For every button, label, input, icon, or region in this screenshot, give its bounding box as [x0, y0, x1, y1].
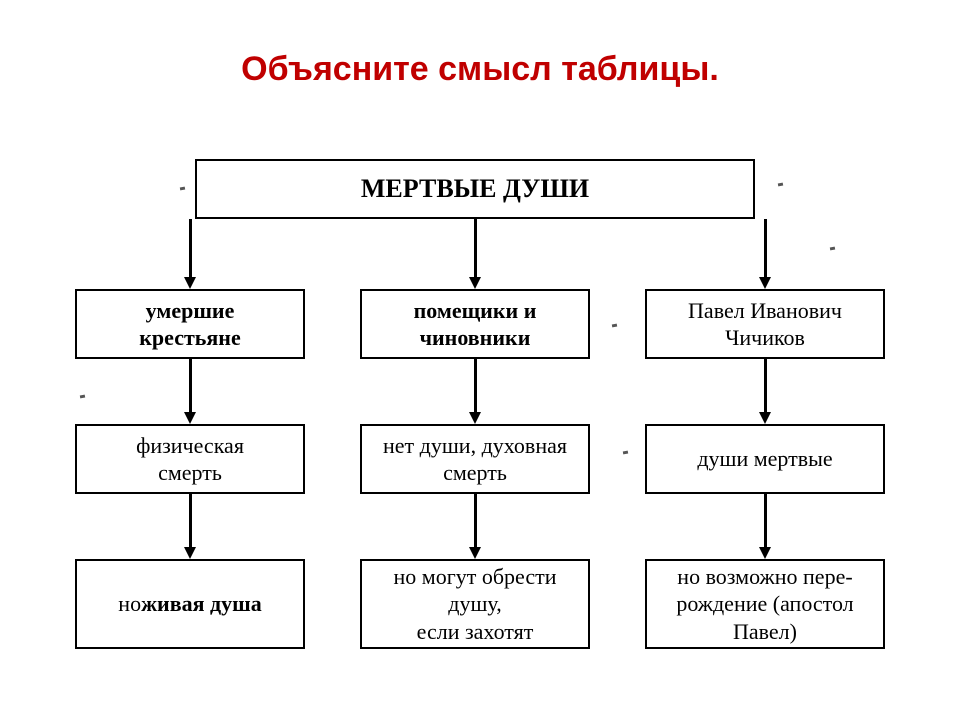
- node-c3: но возможно пере-рождение (апостолПавел): [645, 559, 885, 649]
- speck-3: [612, 324, 617, 328]
- edge-a3-b3: [764, 359, 767, 412]
- speck-5: [623, 451, 628, 455]
- edge-root-a2: [474, 219, 477, 277]
- speck-0: [180, 187, 185, 191]
- arrowhead-b1-c1: [184, 547, 196, 559]
- node-a1: умершиекрестьяне: [75, 289, 305, 359]
- arrowhead-root-a2: [469, 277, 481, 289]
- edge-b2-c2: [474, 494, 477, 547]
- flowchart-diagram: МЕРТВЫЕ ДУШИ умершиекрестьяне помещики ичи…: [40, 159, 920, 679]
- edge-root-a3: [764, 219, 767, 277]
- node-b1: физическаясмерть: [75, 424, 305, 494]
- speck-4: [80, 395, 85, 399]
- node-root: МЕРТВЫЕ ДУШИ: [195, 159, 755, 219]
- speck-1: [778, 183, 783, 187]
- node-c2: но могут обрестидушу,если захотят: [360, 559, 590, 649]
- arrowhead-a1-b1: [184, 412, 196, 424]
- edge-b1-c1: [189, 494, 192, 547]
- arrowhead-root-a3: [759, 277, 771, 289]
- edge-root-a1: [189, 219, 192, 277]
- node-b3: души мертвые: [645, 424, 885, 494]
- page-title: Объясните смысл таблицы.: [40, 50, 920, 89]
- arrowhead-a3-b3: [759, 412, 771, 424]
- node-b2: нет души, духовнаясмерть: [360, 424, 590, 494]
- edge-a2-b2: [474, 359, 477, 412]
- edge-b3-c3: [764, 494, 767, 547]
- node-a3: Павел ИвановичЧичиков: [645, 289, 885, 359]
- edge-a1-b1: [189, 359, 192, 412]
- node-a2: помещики ичиновники: [360, 289, 590, 359]
- arrowhead-b3-c3: [759, 547, 771, 559]
- speck-2: [830, 247, 835, 251]
- arrowhead-root-a1: [184, 277, 196, 289]
- node-c1: но живая душа: [75, 559, 305, 649]
- arrowhead-b2-c2: [469, 547, 481, 559]
- arrowhead-a2-b2: [469, 412, 481, 424]
